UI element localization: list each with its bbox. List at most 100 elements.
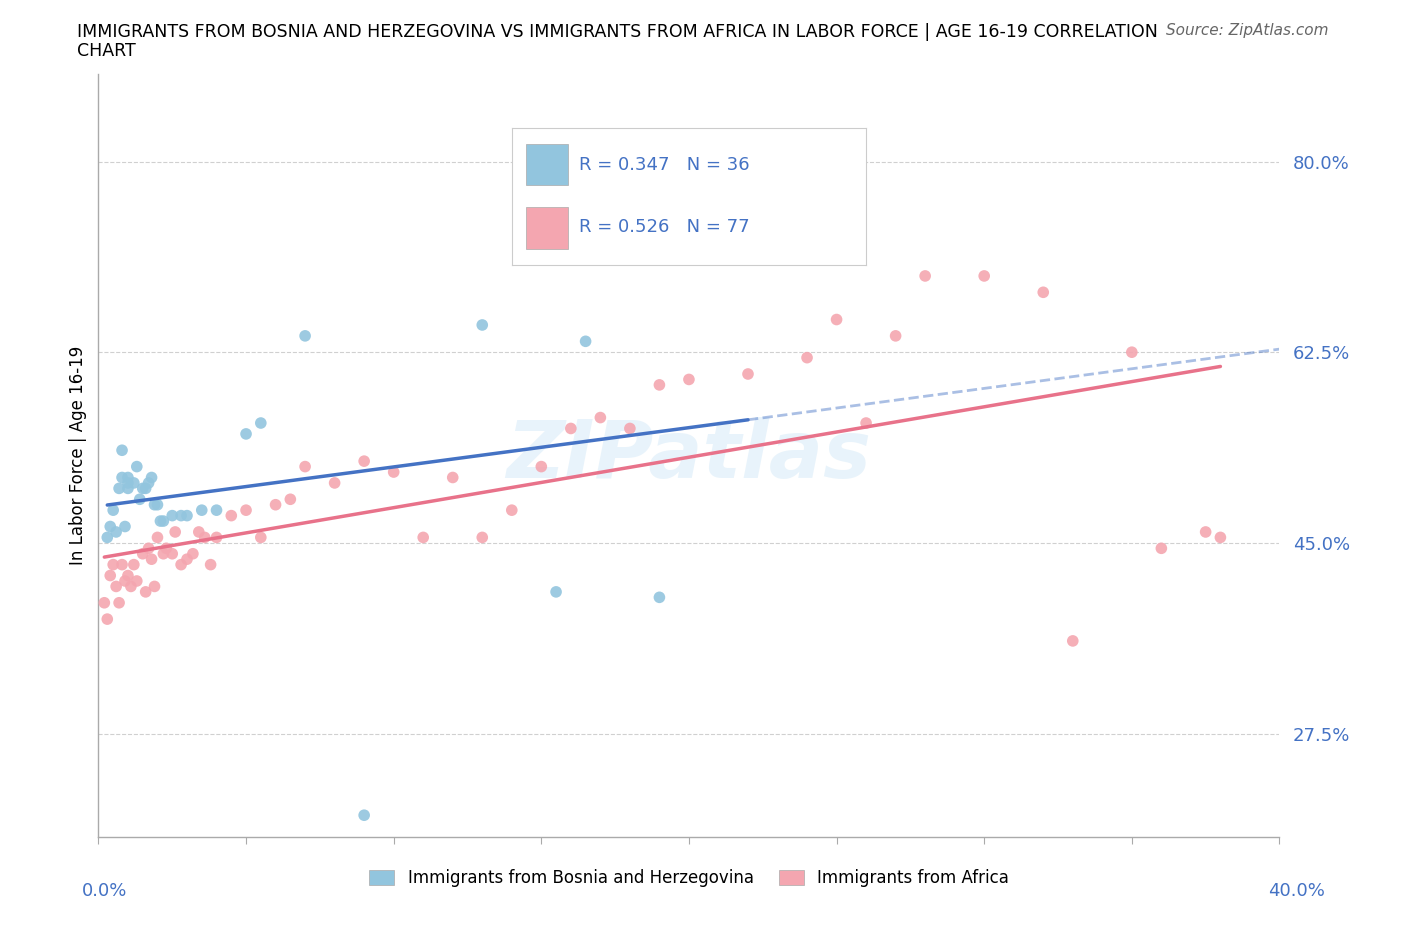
Point xyxy=(1195,525,1218,539)
Point xyxy=(114,574,136,589)
Point xyxy=(1062,633,1084,648)
Point xyxy=(135,584,157,599)
Point xyxy=(108,595,131,610)
Point xyxy=(162,546,183,561)
Point xyxy=(589,410,612,425)
Point xyxy=(200,557,222,572)
Point xyxy=(501,503,523,518)
Point xyxy=(884,328,907,343)
Point xyxy=(138,541,160,556)
Point xyxy=(149,513,172,528)
Point xyxy=(560,421,582,436)
Point xyxy=(120,579,142,594)
Point xyxy=(323,475,346,490)
Point xyxy=(96,612,118,627)
Point xyxy=(737,241,759,256)
Point xyxy=(105,525,128,539)
Point xyxy=(96,530,118,545)
Point xyxy=(235,503,257,518)
Point xyxy=(111,470,134,485)
Text: 0.0%: 0.0% xyxy=(82,882,127,900)
Point xyxy=(1121,345,1143,360)
Point xyxy=(471,317,494,332)
Point xyxy=(796,351,818,365)
Point xyxy=(125,574,148,589)
Point xyxy=(191,503,214,518)
Point xyxy=(382,465,405,480)
Point xyxy=(353,454,375,469)
Point xyxy=(152,546,174,561)
Point xyxy=(98,519,121,534)
Point xyxy=(250,530,273,545)
Point xyxy=(117,475,139,490)
Point xyxy=(132,546,155,561)
Point xyxy=(143,579,166,594)
Point xyxy=(412,530,434,545)
Point xyxy=(294,459,316,474)
Point xyxy=(441,470,464,485)
Y-axis label: In Labor Force | Age 16-19: In Labor Force | Age 16-19 xyxy=(69,346,87,565)
Point xyxy=(205,530,228,545)
Point xyxy=(132,481,155,496)
Point xyxy=(165,525,187,539)
Point xyxy=(1032,285,1054,299)
Point xyxy=(181,546,204,561)
Point xyxy=(250,416,273,431)
Point xyxy=(103,557,125,572)
Point xyxy=(170,557,193,572)
Point xyxy=(205,503,228,518)
Point xyxy=(117,568,139,583)
Point xyxy=(105,579,128,594)
Point xyxy=(162,508,183,523)
Point xyxy=(619,421,641,436)
Point xyxy=(235,427,257,442)
Point xyxy=(648,590,671,604)
Point xyxy=(117,481,139,496)
Point xyxy=(353,808,375,823)
Point xyxy=(678,372,700,387)
Legend: Immigrants from Bosnia and Herzegovina, Immigrants from Africa: Immigrants from Bosnia and Herzegovina, … xyxy=(363,862,1015,894)
Point xyxy=(128,492,150,507)
Point xyxy=(122,557,145,572)
Point xyxy=(170,508,193,523)
Text: 40.0%: 40.0% xyxy=(1268,882,1324,900)
Point xyxy=(138,475,160,490)
Point xyxy=(264,498,287,512)
Point xyxy=(155,541,177,556)
Text: IMMIGRANTS FROM BOSNIA AND HERZEGOVINA VS IMMIGRANTS FROM AFRICA IN LABOR FORCE : IMMIGRANTS FROM BOSNIA AND HERZEGOVINA V… xyxy=(77,23,1159,41)
Point xyxy=(146,498,169,512)
Point xyxy=(176,551,198,566)
Point xyxy=(111,443,134,458)
Text: CHART: CHART xyxy=(77,42,136,60)
Point xyxy=(855,416,877,431)
Point xyxy=(471,530,494,545)
Point xyxy=(143,498,166,512)
Point xyxy=(187,525,209,539)
Point xyxy=(914,269,936,284)
Point xyxy=(648,378,671,392)
Point xyxy=(152,513,174,528)
Point xyxy=(546,584,568,599)
Point xyxy=(114,519,136,534)
Point xyxy=(176,508,198,523)
Point xyxy=(125,459,148,474)
Point xyxy=(280,492,302,507)
Text: Source: ZipAtlas.com: Source: ZipAtlas.com xyxy=(1166,23,1329,38)
Point xyxy=(98,568,121,583)
Point xyxy=(108,481,131,496)
Point xyxy=(194,530,217,545)
Point xyxy=(294,328,316,343)
Point xyxy=(825,312,848,327)
Point xyxy=(117,470,139,485)
Point xyxy=(135,481,157,496)
Point xyxy=(141,470,163,485)
Point xyxy=(221,508,243,523)
Point xyxy=(103,503,125,518)
Point xyxy=(122,475,145,490)
Point xyxy=(93,595,115,610)
Point xyxy=(146,530,169,545)
Point xyxy=(737,366,759,381)
Point xyxy=(1209,530,1232,545)
Point xyxy=(141,551,163,566)
Point xyxy=(1150,541,1173,556)
